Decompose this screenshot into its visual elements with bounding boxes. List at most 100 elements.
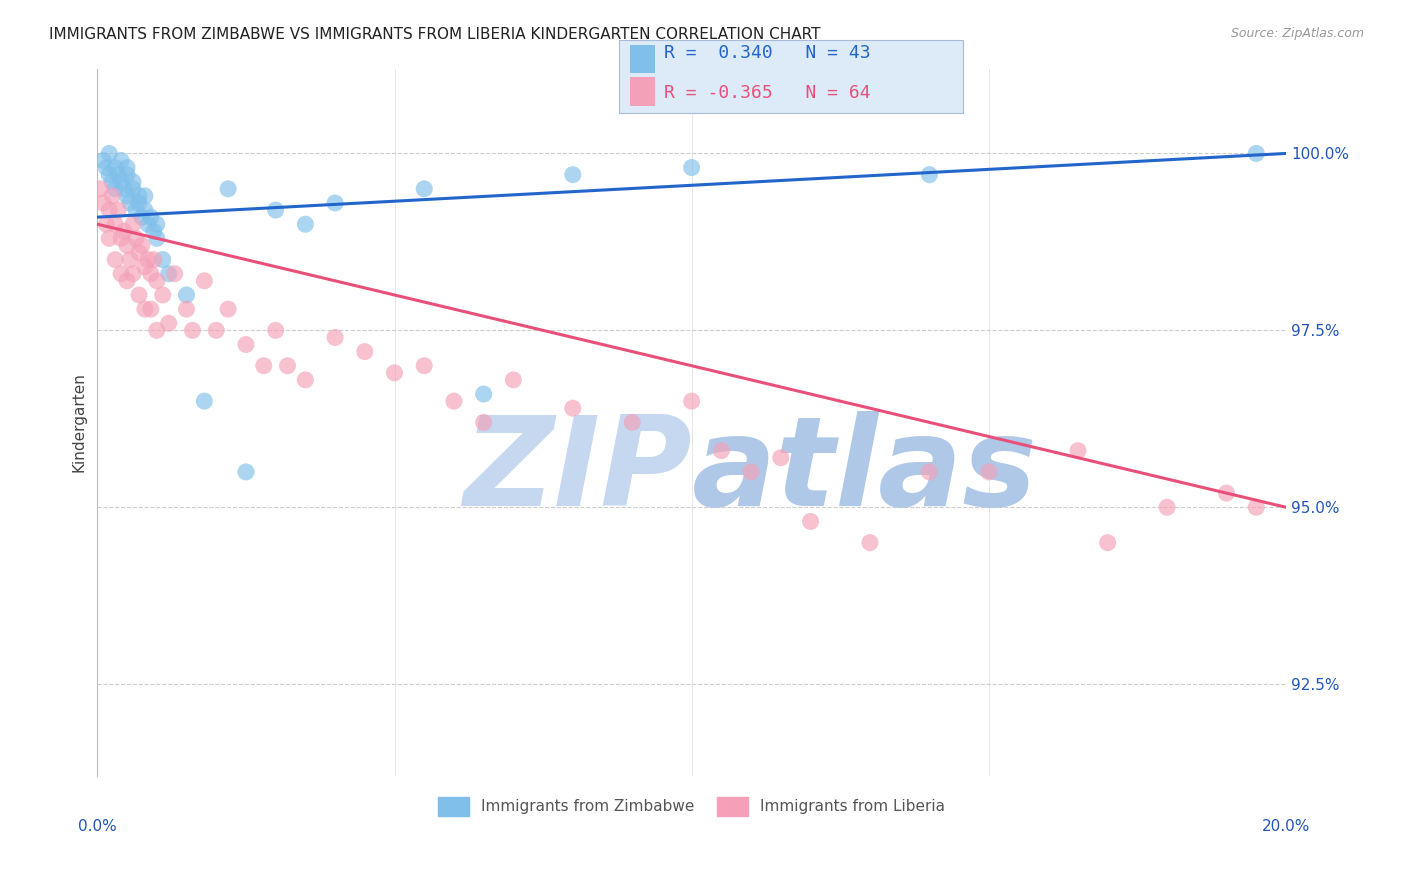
Point <box>561 168 583 182</box>
Point <box>101 189 124 203</box>
Point <box>142 224 165 238</box>
Point <box>146 217 169 231</box>
Point <box>89 182 111 196</box>
Point <box>146 231 169 245</box>
Point <box>1215 486 1237 500</box>
Point <box>193 394 215 409</box>
Point <box>859 535 882 549</box>
Point <box>128 288 150 302</box>
Point <box>799 515 821 529</box>
Point <box>98 168 121 182</box>
Text: IMMIGRANTS FROM ZIMBABWE VS IMMIGRANTS FROM LIBERIA KINDERGARTEN CORRELATION CHA: IMMIGRANTS FROM ZIMBABWE VS IMMIGRANTS F… <box>49 27 821 42</box>
Point <box>472 415 495 429</box>
Point <box>277 359 299 373</box>
Point <box>918 168 941 182</box>
Point <box>131 238 153 252</box>
Point <box>217 302 239 317</box>
Point <box>740 465 762 479</box>
Legend: Immigrants from Zimbabwe, Immigrants from Liberia: Immigrants from Zimbabwe, Immigrants fro… <box>432 791 952 822</box>
Point <box>205 323 228 337</box>
Point <box>152 288 174 302</box>
Point <box>146 323 169 337</box>
Point <box>131 210 153 224</box>
Point <box>118 252 141 267</box>
Point <box>128 189 150 203</box>
Text: R = -0.365   N = 64: R = -0.365 N = 64 <box>664 84 870 102</box>
Point <box>681 161 703 175</box>
Text: 20.0%: 20.0% <box>1261 819 1310 834</box>
Point <box>134 302 156 317</box>
Point <box>681 394 703 409</box>
Point <box>104 217 127 231</box>
Point <box>125 202 148 217</box>
Point <box>472 387 495 401</box>
Point <box>122 182 145 196</box>
Point <box>152 252 174 267</box>
Point <box>217 182 239 196</box>
Point <box>110 231 132 245</box>
Point <box>323 196 346 211</box>
Point <box>769 450 792 465</box>
Point <box>918 465 941 479</box>
Point <box>1156 500 1178 515</box>
Point <box>353 344 375 359</box>
Point <box>561 401 583 416</box>
Point <box>134 202 156 217</box>
Point <box>104 182 127 196</box>
Point <box>139 302 162 317</box>
Point <box>176 302 198 317</box>
Point <box>181 323 204 337</box>
Point <box>128 245 150 260</box>
Point <box>502 373 524 387</box>
Point <box>110 153 132 168</box>
Point <box>1097 535 1119 549</box>
Point <box>128 196 150 211</box>
Point <box>125 231 148 245</box>
Point <box>253 359 276 373</box>
Point <box>1244 500 1267 515</box>
Point <box>977 465 1000 479</box>
Point <box>115 274 138 288</box>
Point <box>134 189 156 203</box>
Point <box>104 161 127 175</box>
Text: R =  0.340   N = 43: R = 0.340 N = 43 <box>664 45 870 62</box>
Point <box>1067 443 1090 458</box>
Point <box>142 252 165 267</box>
Point <box>96 217 118 231</box>
Point <box>264 202 287 217</box>
Point <box>193 274 215 288</box>
Text: 0.0%: 0.0% <box>77 819 117 834</box>
Point <box>384 366 406 380</box>
Point <box>413 182 436 196</box>
Point <box>294 373 316 387</box>
Point <box>413 359 436 373</box>
Point <box>104 252 127 267</box>
Point <box>96 161 118 175</box>
Point <box>115 161 138 175</box>
Point <box>136 252 159 267</box>
Point <box>443 394 465 409</box>
Point <box>122 217 145 231</box>
Point <box>136 217 159 231</box>
Point <box>146 274 169 288</box>
Point <box>294 217 316 231</box>
Point <box>112 182 135 196</box>
Point <box>163 267 186 281</box>
Point <box>107 168 129 182</box>
Point <box>112 224 135 238</box>
Point <box>122 267 145 281</box>
Point <box>98 202 121 217</box>
Point <box>139 267 162 281</box>
Point <box>91 153 114 168</box>
Point <box>107 202 129 217</box>
Point <box>118 196 141 211</box>
Point <box>157 316 180 330</box>
Point <box>235 465 257 479</box>
Point <box>1244 146 1267 161</box>
Y-axis label: Kindergarten: Kindergarten <box>72 373 86 472</box>
Point <box>110 175 132 189</box>
Point <box>98 231 121 245</box>
Point <box>621 415 644 429</box>
Text: Source: ZipAtlas.com: Source: ZipAtlas.com <box>1230 27 1364 40</box>
Point <box>101 175 124 189</box>
